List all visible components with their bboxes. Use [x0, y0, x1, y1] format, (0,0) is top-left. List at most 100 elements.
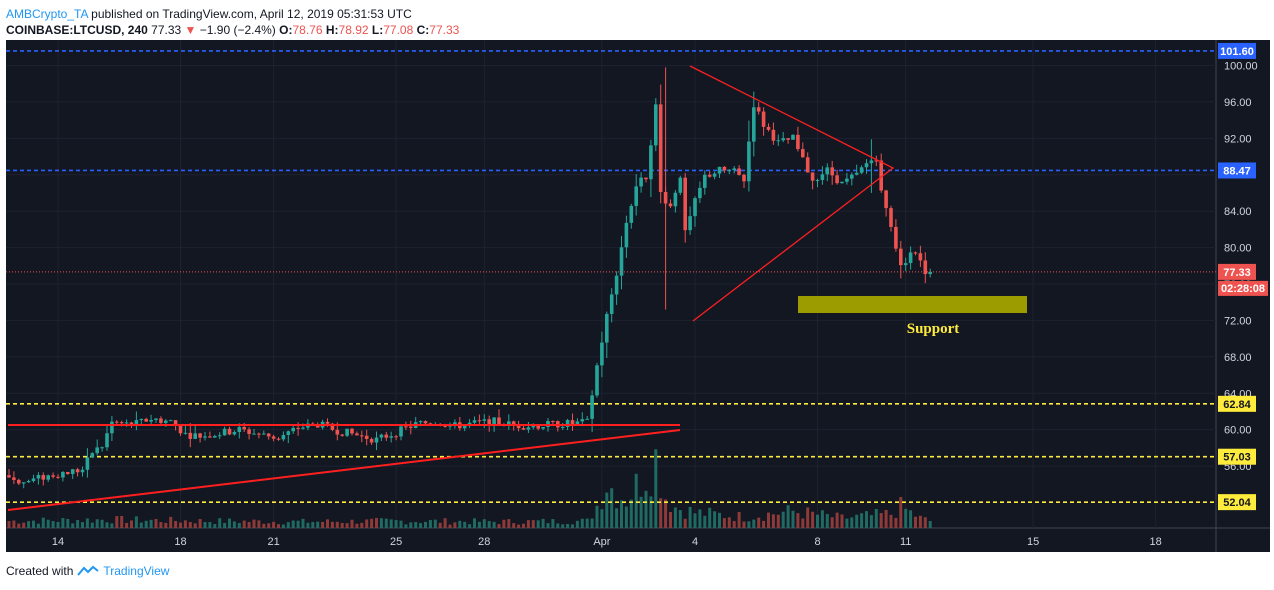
volume-bar: [281, 524, 285, 528]
candle-body: [658, 104, 663, 192]
candle-body: [360, 435, 364, 437]
candle-body: [17, 479, 21, 484]
candle-body: [732, 168, 736, 171]
volume-bar: [22, 522, 26, 528]
candle-body: [110, 421, 114, 434]
candle-body: [188, 432, 193, 439]
candle-body: [154, 418, 158, 420]
candle-body: [678, 177, 683, 193]
triangle-pattern[interactable]: [689, 65, 895, 322]
y-tick-label: 96.00: [1224, 97, 1252, 109]
candle-body: [399, 426, 403, 437]
candle-body: [742, 174, 746, 182]
volume-bar: [120, 515, 124, 528]
volume-bar: [115, 516, 119, 528]
volume-bar: [208, 522, 212, 528]
volume-bar: [56, 521, 60, 528]
author-link[interactable]: AMBCrypto_TA: [6, 7, 88, 21]
volume-bar: [414, 522, 418, 528]
candle-body: [232, 431, 237, 435]
volume-bar: [316, 521, 320, 528]
volume-bar: [448, 524, 452, 528]
candle-body: [428, 423, 433, 425]
volume-bar: [791, 510, 795, 528]
candle-body: [115, 421, 119, 423]
x-tick-label: 8: [814, 536, 820, 548]
ascending-support-line[interactable]: [7, 429, 681, 511]
volume-bar: [639, 496, 643, 528]
candle-body: [536, 425, 540, 429]
price-axis[interactable]: [1216, 40, 1270, 552]
volume-bar: [722, 518, 726, 528]
y-tick-label: 100.00: [1224, 60, 1258, 72]
candle-body: [276, 438, 281, 440]
volume-bar: [654, 449, 658, 528]
candle-body: [168, 420, 173, 422]
volume-bar: [85, 518, 89, 528]
volume-bar: [252, 519, 256, 528]
volume-bar: [673, 507, 677, 528]
candle-body: [693, 198, 697, 217]
price-chart[interactable]: Support 56.0060.0064.0068.0072.0076.0080…: [0, 40, 1274, 552]
candle-body: [600, 342, 604, 366]
candle-body: [482, 419, 487, 421]
volume-bar: [76, 520, 80, 528]
candle-body: [198, 433, 202, 438]
volume-bar: [247, 521, 251, 528]
candle-body: [222, 428, 227, 436]
volume-bar: [90, 522, 94, 528]
candle-body: [178, 425, 183, 434]
x-tick-label: 25: [390, 536, 402, 548]
candle-body: [624, 222, 629, 248]
candle-body: [889, 208, 893, 227]
drawings[interactable]: Support: [7, 65, 1027, 511]
candle-body: [41, 475, 46, 480]
volume-bar: [693, 513, 697, 528]
volume-bar: [193, 523, 197, 528]
candle-body: [820, 174, 825, 180]
volume-bar: [286, 522, 290, 528]
volume-bar: [389, 519, 393, 528]
candle-body: [7, 475, 11, 478]
candle-body: [928, 271, 932, 275]
open-label: O:: [279, 23, 293, 37]
candle-body: [884, 190, 888, 209]
level-tag-label: 101.60: [1220, 46, 1254, 58]
candle-body: [752, 107, 756, 142]
candle-body: [737, 168, 741, 175]
volume-bar: [605, 492, 609, 528]
volume-bar: [443, 518, 447, 528]
volume-bar: [404, 524, 408, 528]
candle-body: [237, 427, 242, 432]
candle-body: [526, 427, 531, 430]
volume-bar: [41, 517, 45, 528]
y-tick-label: 92.00: [1224, 133, 1252, 145]
support-zone[interactable]: [798, 296, 1027, 313]
candle-body: [845, 178, 849, 182]
candle-body: [786, 138, 790, 140]
volume-bar: [615, 508, 619, 528]
volume-bar: [752, 519, 756, 528]
volume-bar: [629, 499, 633, 528]
horizontal-levels[interactable]: [6, 50, 1216, 503]
candle-body: [364, 435, 369, 440]
candle-body: [340, 434, 344, 436]
volume-bar: [571, 524, 574, 528]
volume-bar: [580, 518, 584, 528]
candle-body: [26, 480, 31, 483]
candle-body: [472, 420, 477, 423]
tradingview-brand[interactable]: TradingView: [103, 564, 170, 578]
volume-bar: [634, 473, 638, 528]
last-price-tag-label: 77.33: [1223, 267, 1251, 279]
volume-bar: [174, 520, 178, 528]
candle-body: [51, 475, 55, 477]
volume-bar: [678, 510, 682, 528]
volume-bar: [188, 522, 192, 528]
candle-body: [776, 140, 781, 142]
volume-bar: [105, 522, 109, 528]
candle-body: [467, 422, 472, 425]
volume-bar: [365, 519, 369, 528]
symbol-line: COINBASE:LTCUSD, 240 77.33 ▼ −1.90 (−2.4…: [6, 22, 459, 38]
volume-bar: [36, 523, 40, 528]
candle-body: [580, 419, 585, 422]
